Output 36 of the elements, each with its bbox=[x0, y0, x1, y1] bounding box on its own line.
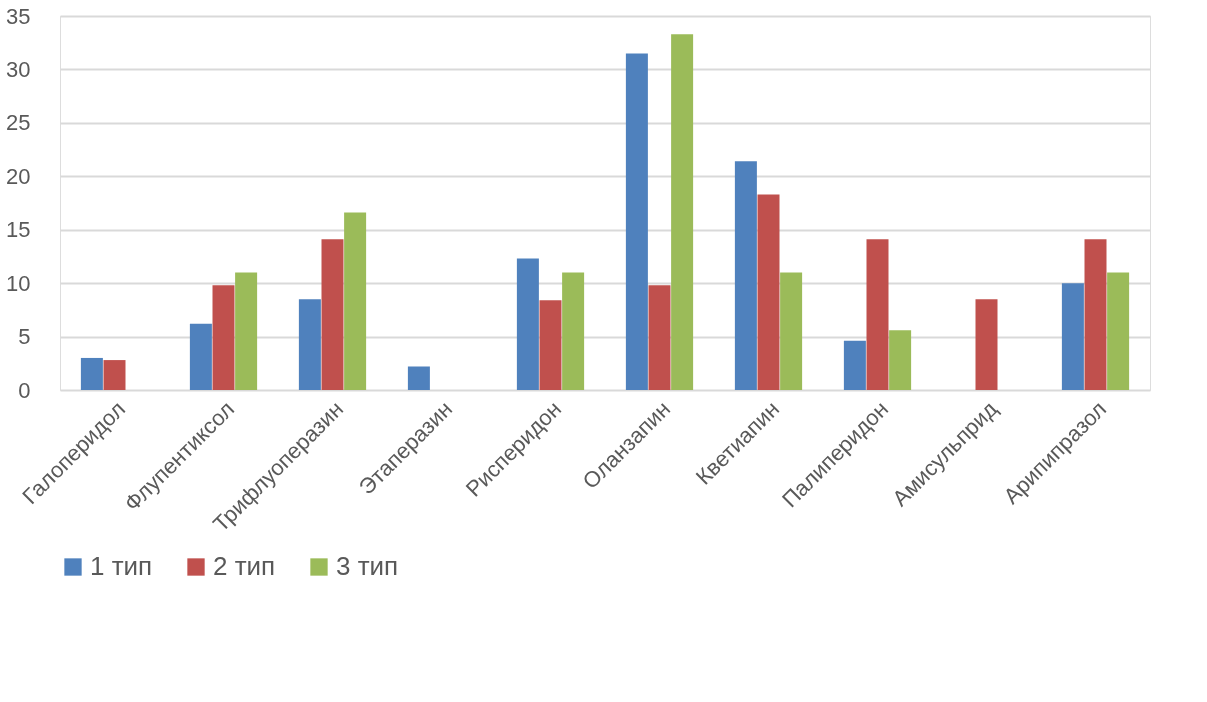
y-tick-label: 30 bbox=[6, 56, 31, 82]
bar bbox=[625, 53, 648, 390]
bar bbox=[103, 360, 126, 390]
y-tick-label: 5 bbox=[18, 324, 31, 350]
bar bbox=[344, 212, 367, 390]
legend-label: 3 тип bbox=[336, 551, 399, 581]
legend-label: 2 тип bbox=[213, 551, 276, 581]
y-tick-label: 20 bbox=[6, 163, 31, 189]
y-tick-label: 10 bbox=[6, 270, 31, 296]
bar bbox=[648, 285, 671, 390]
bar bbox=[671, 34, 694, 390]
legend-label: 1 тип bbox=[90, 551, 153, 581]
bar bbox=[539, 300, 562, 390]
bar bbox=[189, 323, 212, 390]
bar bbox=[298, 299, 321, 390]
y-tick-label: 35 bbox=[6, 3, 31, 29]
bar bbox=[866, 239, 889, 390]
bar bbox=[889, 330, 912, 390]
bar bbox=[843, 340, 866, 390]
y-tick-label: 15 bbox=[6, 217, 31, 243]
bar bbox=[975, 299, 998, 390]
bar bbox=[562, 272, 585, 390]
bar bbox=[212, 285, 235, 390]
bar bbox=[407, 366, 430, 390]
y-tick-label: 0 bbox=[18, 377, 31, 403]
bar bbox=[757, 194, 780, 390]
bar bbox=[321, 239, 344, 390]
bar bbox=[235, 272, 258, 390]
bar bbox=[1107, 272, 1130, 390]
y-tick-label: 25 bbox=[6, 110, 31, 136]
bar bbox=[516, 258, 539, 390]
bar bbox=[734, 161, 757, 390]
bar bbox=[1061, 283, 1084, 390]
bar bbox=[780, 272, 803, 390]
bar bbox=[80, 357, 103, 390]
bar bbox=[1084, 239, 1107, 390]
